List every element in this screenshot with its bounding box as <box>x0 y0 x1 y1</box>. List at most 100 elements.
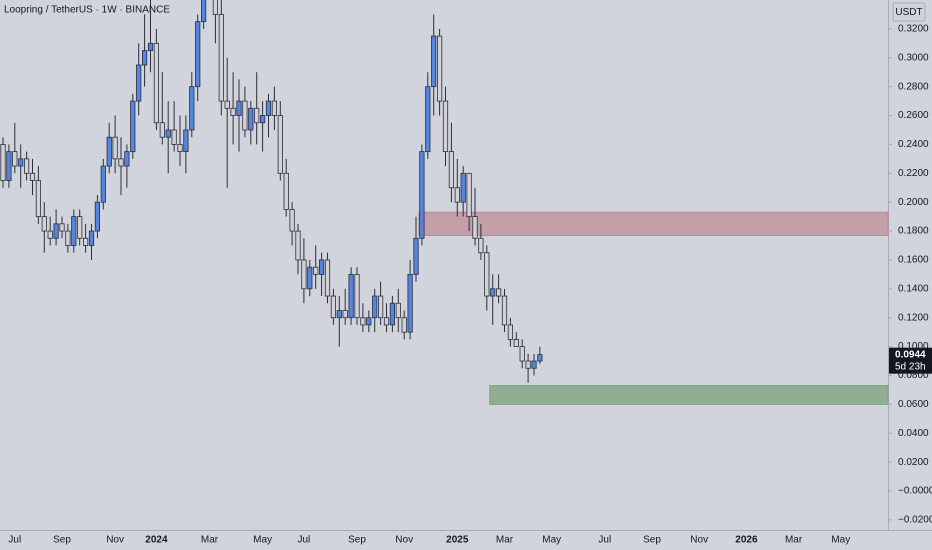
price-tag-label: 0.0944 <box>895 349 926 360</box>
candle-body <box>189 86 195 131</box>
candle-body <box>183 129 189 153</box>
candle-body <box>65 230 71 246</box>
candle-body <box>289 209 295 232</box>
candle-body <box>490 288 496 297</box>
x-tick-label: Nov <box>690 535 708 546</box>
candle-body <box>360 317 366 326</box>
candle-body <box>354 273 360 319</box>
candle-body <box>35 180 42 218</box>
candle-body <box>18 158 24 167</box>
candle-body <box>342 310 348 319</box>
candle-body <box>531 360 537 369</box>
y-tick-label: 0.2800 <box>898 81 929 92</box>
y-tick-label: 0.0600 <box>898 399 929 410</box>
y-tick-label: 0.1000 <box>898 341 929 352</box>
candle-body <box>472 216 478 239</box>
candle-body <box>6 151 12 181</box>
candle-body <box>372 295 378 319</box>
y-tick-label: 0.0800 <box>898 370 929 381</box>
candle-body <box>159 122 165 138</box>
candle-body <box>112 136 118 160</box>
candle-body <box>525 360 531 369</box>
x-tick-label: Nov <box>106 535 124 546</box>
candle-body <box>407 273 413 333</box>
y-tick-label: 0.0200 <box>898 457 929 468</box>
x-tick-label: Mar <box>496 535 514 546</box>
candle-body <box>448 151 455 189</box>
y-tick-label: −0.0000 <box>898 486 932 497</box>
y-tick-label: 0.2000 <box>898 197 929 208</box>
plot-area <box>0 0 889 405</box>
currency-badge <box>892 2 926 22</box>
candle-body <box>283 172 289 210</box>
candle-body <box>124 151 130 167</box>
candle-body <box>383 317 390 326</box>
x-tick-label: 2025 <box>446 535 469 546</box>
x-tick-label: May <box>831 535 850 546</box>
candle-body <box>501 295 508 326</box>
candle-body <box>377 295 384 319</box>
candle-body <box>195 21 201 88</box>
candle-body <box>495 288 502 297</box>
candle-body <box>436 35 443 102</box>
y-tick-label: 0.2600 <box>898 110 929 121</box>
candle-body <box>413 237 419 275</box>
y-tick-label: 0.1200 <box>898 312 929 323</box>
candle-body <box>478 237 484 254</box>
candle-body <box>12 151 18 167</box>
candle-body <box>248 107 254 131</box>
candle-body <box>537 354 543 362</box>
candle-body <box>265 100 272 116</box>
candle-body <box>118 158 124 167</box>
candle-body <box>100 165 106 203</box>
y-tick-label: 0.3200 <box>898 24 929 35</box>
y-tick-label: 0.0400 <box>898 428 929 439</box>
chart-title: Loopring / TetherUS · 1W · BINANCE <box>4 5 170 16</box>
candle-body <box>71 216 77 246</box>
candle-body <box>59 223 65 232</box>
candle-body <box>313 266 319 275</box>
candle-body <box>77 216 83 239</box>
y-tick-label: 0.1600 <box>898 255 929 266</box>
x-tick-label: Sep <box>643 535 661 546</box>
candle-body <box>307 266 313 290</box>
candle-body <box>513 338 519 347</box>
price-tag-countdown: 5d 23h <box>895 361 926 372</box>
x-tick-label: Mar <box>201 535 219 546</box>
x-tick-label: Jul <box>298 535 311 546</box>
candle-body <box>29 172 36 181</box>
candle-body <box>236 100 242 116</box>
y-tick-label: 0.2200 <box>898 168 929 179</box>
candle-body <box>141 50 148 66</box>
candle-body <box>395 302 401 319</box>
candle-body <box>94 201 100 232</box>
candle-body <box>401 317 407 333</box>
candle-body <box>41 216 47 232</box>
candle-body <box>301 259 307 290</box>
x-tick-label: May <box>253 535 272 546</box>
y-tick-label: −0.0200 <box>898 515 932 526</box>
candle-body <box>324 259 331 297</box>
currency-label: USDT <box>895 7 922 18</box>
candle-body <box>0 144 6 181</box>
x-tick-label: Jul <box>8 535 21 546</box>
candle-body <box>218 14 224 102</box>
x-tick-label: Nov <box>395 535 413 546</box>
candle-body <box>254 107 260 124</box>
candle-body <box>259 115 266 124</box>
x-tick-label: May <box>542 535 561 546</box>
x-tick-label: Jul <box>598 535 611 546</box>
candle-body <box>171 129 177 145</box>
y-tick-label: 0.1800 <box>898 226 929 237</box>
candle-body <box>224 100 230 109</box>
candle-body <box>277 115 283 174</box>
candle-body <box>53 223 59 239</box>
x-tick-label: Sep <box>53 535 71 546</box>
candle-body <box>47 230 53 239</box>
candle-body <box>83 237 89 246</box>
y-tick-label: 0.2400 <box>898 139 929 150</box>
y-tick-label: 0.3000 <box>898 52 929 63</box>
price-tag <box>889 347 932 374</box>
candle-body <box>295 230 301 261</box>
candle-body <box>454 187 460 203</box>
